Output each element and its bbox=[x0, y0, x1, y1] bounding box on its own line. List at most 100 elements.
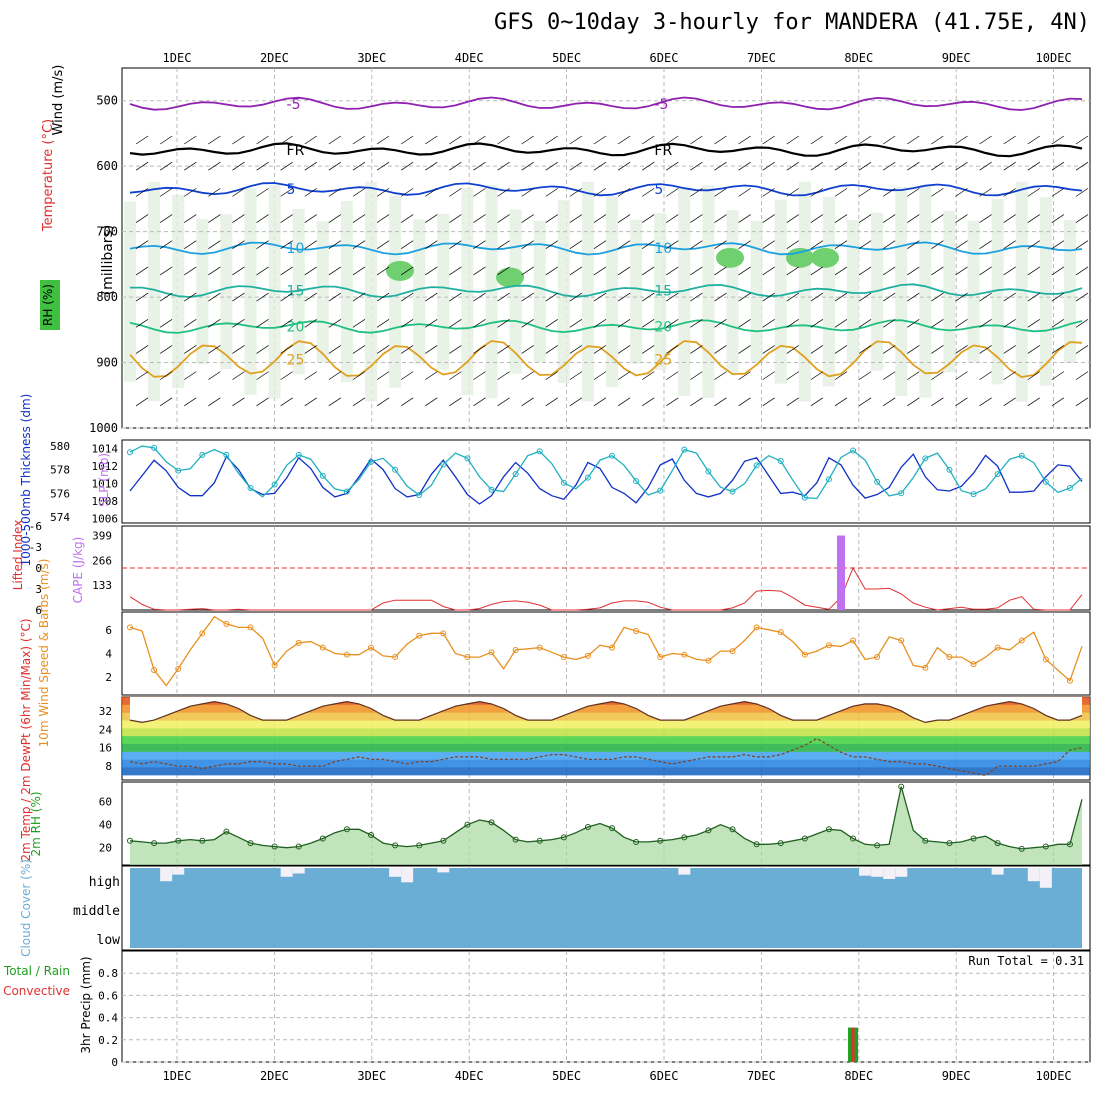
wind-barb bbox=[425, 345, 438, 354]
wind-barb bbox=[882, 214, 896, 223]
temp-color-band bbox=[122, 743, 1090, 752]
axis-label-rh-2m: 2m RH (%) bbox=[29, 791, 43, 856]
wind-barb bbox=[666, 135, 679, 145]
rh-point bbox=[850, 835, 857, 842]
wind-barb bbox=[1075, 318, 1089, 328]
wind-barb bbox=[569, 135, 583, 145]
wind-barb bbox=[593, 135, 607, 145]
temp-color-band bbox=[122, 720, 1090, 729]
wind-barb bbox=[135, 240, 149, 250]
wind-barb bbox=[786, 345, 799, 354]
wind-barb bbox=[738, 266, 751, 276]
wind-barb bbox=[1027, 397, 1040, 407]
wind-barb bbox=[232, 214, 245, 223]
wind-barb bbox=[135, 135, 149, 145]
wind-barb bbox=[280, 397, 293, 407]
wind-speed-point bbox=[247, 624, 254, 631]
rh-shade-cell bbox=[1015, 181, 1028, 402]
rh-tick: 60 bbox=[99, 796, 112, 809]
wind-barb bbox=[280, 318, 293, 328]
wind-barb bbox=[135, 292, 149, 302]
wind-barb bbox=[979, 135, 992, 145]
wind-barb bbox=[328, 345, 342, 354]
rh-point bbox=[970, 835, 977, 842]
rh-shade-cell bbox=[726, 210, 739, 374]
wind-barb bbox=[449, 397, 462, 407]
wind-speed-point bbox=[1042, 656, 1049, 663]
wind-barb bbox=[979, 345, 992, 354]
rh-point bbox=[295, 843, 302, 850]
wind-speed-point bbox=[464, 654, 471, 661]
wind-barb bbox=[690, 135, 703, 145]
wind-barb bbox=[858, 266, 872, 276]
wind-barb bbox=[907, 188, 920, 197]
rh-point bbox=[729, 826, 736, 833]
wind-barb bbox=[545, 266, 558, 276]
wind-barb bbox=[666, 266, 679, 276]
rh-point bbox=[560, 834, 567, 841]
rh-point bbox=[1018, 845, 1025, 852]
wind-barb bbox=[521, 188, 534, 197]
wind-barb bbox=[858, 240, 872, 250]
isotherm-label: 10 bbox=[287, 241, 305, 257]
wind-barb bbox=[208, 188, 221, 197]
wind-barb bbox=[714, 214, 727, 223]
wind-barb bbox=[593, 188, 607, 197]
wind-speed-point bbox=[801, 651, 808, 658]
wind-speed-point bbox=[681, 651, 688, 658]
wind-barb bbox=[425, 318, 438, 328]
wind-barb bbox=[497, 135, 510, 145]
cloud-high-gap bbox=[1027, 868, 1040, 882]
rh-point bbox=[1066, 841, 1073, 848]
wind-barb bbox=[352, 240, 366, 250]
rh-moist-blob bbox=[786, 247, 814, 268]
rh-point bbox=[874, 842, 881, 849]
wind-barb bbox=[376, 397, 390, 407]
wind-barb bbox=[641, 135, 655, 145]
wind-barb bbox=[184, 397, 197, 407]
wind-barb bbox=[159, 292, 173, 302]
isotherm-line bbox=[129, 96, 1083, 111]
wind-barb bbox=[666, 161, 679, 171]
rh-shade-cell bbox=[581, 181, 594, 402]
wind-speed-point bbox=[850, 637, 857, 644]
rh-point bbox=[368, 832, 375, 839]
wind-barb bbox=[955, 266, 968, 276]
slp-point bbox=[1042, 478, 1049, 485]
wind-barb bbox=[545, 292, 558, 302]
slp-point bbox=[970, 491, 977, 498]
wind-barb bbox=[834, 135, 848, 145]
wind-barb bbox=[641, 371, 655, 380]
wind-barb bbox=[425, 266, 438, 276]
wind-barb bbox=[135, 214, 149, 223]
wind-barb bbox=[1003, 188, 1016, 197]
wind-barb bbox=[907, 266, 920, 276]
rh-point bbox=[223, 828, 230, 835]
wind-barb bbox=[1051, 345, 1065, 354]
wind-barb bbox=[208, 135, 221, 145]
wind-barb bbox=[593, 266, 607, 276]
wind-barb bbox=[328, 292, 342, 302]
cloud-high-gap bbox=[401, 868, 414, 883]
wind-barb bbox=[617, 161, 631, 171]
wind-barb bbox=[762, 266, 775, 276]
wind-barb bbox=[135, 318, 149, 328]
wind-barb bbox=[184, 135, 197, 145]
wind-barb bbox=[786, 397, 799, 407]
wind-barb bbox=[593, 292, 607, 302]
wind-barb bbox=[280, 161, 293, 171]
wind-barb bbox=[979, 397, 992, 407]
wind-speed-point bbox=[729, 648, 736, 655]
wind-barb bbox=[690, 214, 703, 223]
wind-speed-point bbox=[1018, 637, 1025, 644]
day-label-bottom: 2DEC bbox=[260, 1069, 289, 1083]
slp-point bbox=[898, 490, 905, 497]
wind-barb bbox=[449, 188, 462, 197]
temp-line bbox=[129, 700, 1083, 724]
wind-barb bbox=[159, 397, 173, 407]
temp-color-band bbox=[122, 728, 1090, 737]
wind-barb bbox=[497, 266, 510, 276]
wind-barb bbox=[858, 161, 872, 171]
rh-point bbox=[1042, 843, 1049, 850]
